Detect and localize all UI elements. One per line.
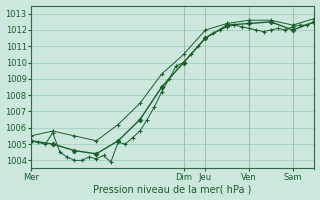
- X-axis label: Pression niveau de la mer( hPa ): Pression niveau de la mer( hPa ): [93, 184, 252, 194]
